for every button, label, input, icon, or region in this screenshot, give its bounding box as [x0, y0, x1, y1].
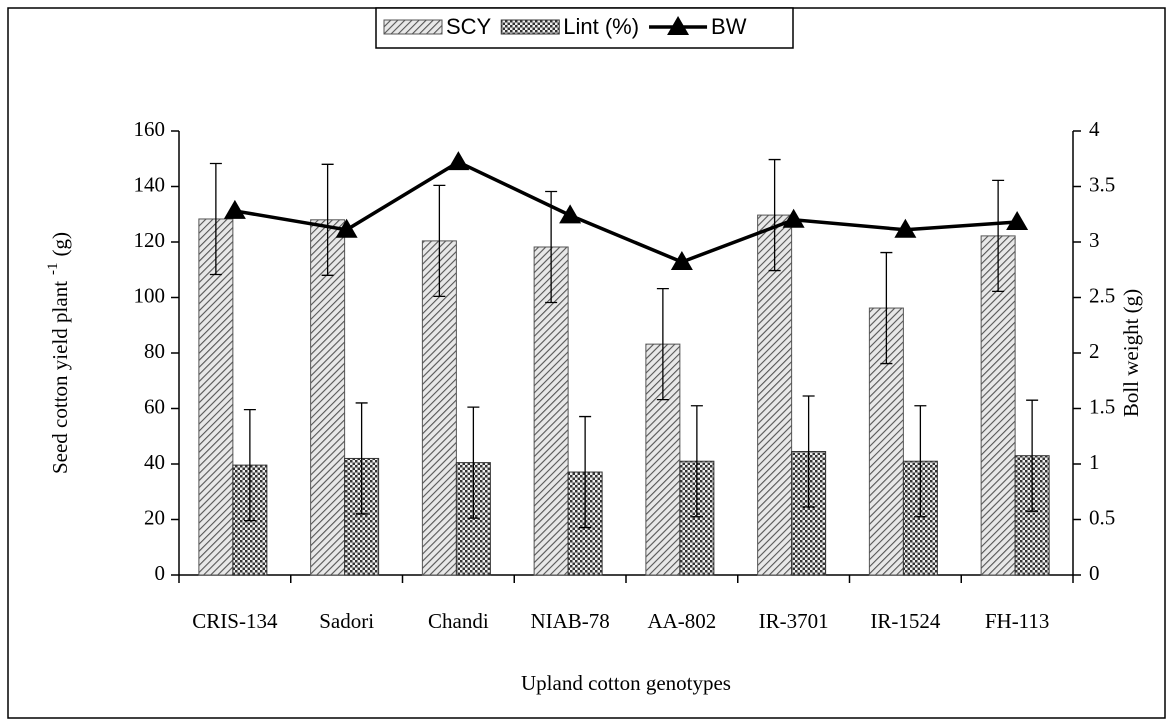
y2-tick-label: 2.5: [1089, 283, 1115, 307]
legend-label: Lint (%): [563, 14, 639, 39]
error-bar: [209, 162, 222, 276]
error-bar: [321, 163, 334, 276]
bar: [980, 235, 1016, 576]
legend: SCY Lint (%) BW: [375, 7, 794, 49]
legend-box: [375, 7, 794, 49]
x-tick-label: IR-3701: [759, 609, 829, 633]
marker: [335, 218, 358, 238]
x-tick-label: IR-1524: [870, 609, 940, 633]
y2-tick-label: 2: [1089, 339, 1100, 363]
bar: [757, 214, 793, 576]
y2-tick-label: 1: [1089, 450, 1100, 474]
line: [234, 160, 1018, 264]
error-bar: [243, 408, 256, 522]
y-tick-label: 40: [144, 450, 165, 474]
error-bar: [880, 251, 893, 365]
y-title-unit: (g): [48, 232, 72, 257]
y2-tick-label: 0: [1089, 561, 1100, 585]
error-bar: [1026, 399, 1039, 512]
legend-swatch: [383, 19, 443, 35]
x-tick-label: NIAB-78: [530, 609, 609, 633]
marker: [223, 199, 246, 219]
legend-label: SCY: [446, 14, 492, 39]
y-tick-label: 120: [134, 228, 166, 252]
y-tick-label: 20: [144, 505, 165, 529]
y2-tick-label: 4: [1089, 117, 1100, 141]
y-tick-label: 100: [134, 283, 166, 307]
y2-tick-label: 3.5: [1089, 172, 1115, 196]
x-tick-label: FH-113: [985, 609, 1050, 633]
x-tick-label: CRIS-134: [192, 609, 278, 633]
y2-axis-title: Boll weight (g): [1119, 289, 1143, 417]
error-bar: [690, 405, 703, 518]
error-bar: [467, 406, 480, 519]
x-axis-title: Upland cotton genotypes: [521, 671, 731, 695]
marker: [670, 250, 693, 270]
y-tick-label: 160: [134, 117, 166, 141]
legend-swatch: [500, 19, 560, 35]
y2-tick-label: 3: [1089, 228, 1100, 252]
marker: [559, 204, 582, 224]
error-bar: [355, 402, 368, 515]
error-bar: [914, 405, 927, 518]
marker: [447, 151, 470, 171]
marker: [894, 218, 917, 238]
error-bar: [768, 158, 781, 272]
error-bar: [433, 184, 446, 298]
y2-tick-label: 0.5: [1089, 505, 1115, 529]
legend-label: BW: [711, 14, 747, 39]
legend-marker: [667, 16, 690, 35]
y2-tick-label: 1.5: [1089, 394, 1115, 418]
y-tick-label: 0: [155, 561, 166, 585]
bar: [310, 219, 346, 576]
y-axis-title: Seed cotton yield plant -1 (g): [45, 232, 71, 474]
y-tick-label: 60: [144, 394, 165, 418]
x-tick-label: AA-802: [647, 609, 716, 633]
marker: [1006, 211, 1029, 231]
bar: [198, 218, 234, 576]
x-tick-label: Chandi: [428, 609, 489, 633]
y-title-sup: -1: [45, 262, 61, 275]
marker: [782, 208, 805, 228]
error-bar: [992, 179, 1005, 293]
error-bar: [579, 415, 592, 529]
y-tick-label: 80: [144, 339, 165, 363]
error-bar: [656, 287, 669, 401]
error-bar: [545, 190, 558, 304]
y-title-main: Seed cotton yield plant: [48, 281, 72, 474]
x-tick-label: Sadori: [319, 609, 374, 633]
y-tick-label: 140: [134, 172, 166, 196]
error-bar: [802, 395, 815, 508]
